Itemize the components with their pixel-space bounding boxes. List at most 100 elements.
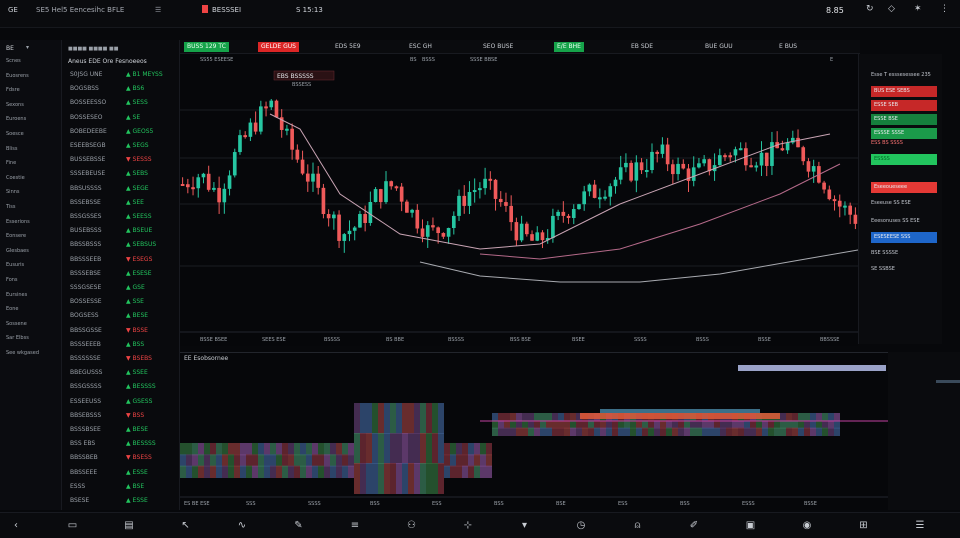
clock-icon[interactable]: ◷	[576, 520, 586, 531]
layers-icon[interactable]: ≡	[350, 520, 360, 531]
watchlist-row[interactable]: BOSSESEO ▲ SE	[66, 113, 178, 124]
watchlist-row[interactable]: ESEEBSEGB ▲ SEGS	[66, 141, 178, 152]
sidebar-item[interactable]: Soesce	[6, 131, 50, 139]
right-panel-entry[interactable]: ESESEESE SSS	[871, 232, 937, 243]
pen-icon[interactable]: ✐	[689, 520, 699, 531]
watchlist-row[interactable]: ESSS ▲ BSE	[66, 482, 178, 493]
crosshair-icon[interactable]: ⊹	[463, 520, 473, 531]
group-icon[interactable]: ⚇	[407, 520, 416, 531]
sidebar-item[interactable]: Eonsere	[6, 233, 50, 241]
watchlist-row[interactable]: SSSEBEUSE ▲ SEBS	[66, 169, 178, 180]
watchlist-row[interactable]: ESSEEUSS ▲ GSESS	[66, 397, 178, 408]
menu-icon[interactable]: ☰	[915, 520, 925, 531]
right-panel-entry[interactable]: ESSE SEB	[871, 100, 937, 111]
sidebar-item[interactable]: Fine	[6, 160, 50, 168]
watchlist-row[interactable]: BBSSBEB ▼ BSESS	[66, 453, 178, 464]
candlestick-chart-svg[interactable]: EBS BSSSSS BSSESS SS55 ESEESE BS BSSS SSSE BB…	[180, 54, 859, 346]
watchlist-row[interactable]: BBSSEEE ▲ ESSE	[66, 468, 178, 479]
watchlist-row[interactable]: BSSSEBSE ▲ ESESE	[66, 269, 178, 280]
menu-icon[interactable]: ☰	[155, 6, 162, 14]
right-panel-entry[interactable]: Eseeuse SS ESE	[871, 200, 937, 209]
watchlist-row[interactable]: BSS EBS ▲ BESSSS	[66, 439, 178, 450]
right-panel-entry[interactable]: SE SSBSE	[871, 266, 937, 275]
sidebar-item[interactable]: Sexons	[6, 102, 50, 110]
edit-icon[interactable]: ✎	[294, 520, 303, 531]
sidebar-item[interactable]: Euroens	[6, 116, 50, 124]
right-panel-entry[interactable]: ESSE BSE	[871, 114, 937, 125]
ticker-item[interactable]: EDS 5E9	[332, 42, 364, 52]
ticker-item[interactable]: GELDE GUS	[258, 42, 299, 52]
watchlist-row[interactable]: BSSSBSEE ▲ BESE	[66, 425, 178, 436]
sidebar-item[interactable]: Fons	[6, 277, 50, 285]
sun-icon[interactable]: ✶	[914, 4, 922, 14]
sidebar-item[interactable]: Euosrens	[6, 73, 50, 81]
watchlist-row[interactable]: BBSEBSSS ▼ BSS	[66, 411, 178, 422]
dropdown-icon[interactable]: ▾	[521, 520, 528, 531]
compass-icon[interactable]: ◇	[888, 4, 895, 14]
sidebar-item[interactable]: See wkgased	[6, 350, 50, 358]
sidebar-item[interactable]: Glesbaes	[6, 248, 50, 256]
watchlist-row[interactable]: BSESE ▲ ESSE	[66, 496, 178, 507]
back-icon[interactable]: ‹	[14, 520, 18, 531]
ticker-item[interactable]: BUSS 129 TC	[184, 42, 229, 52]
watchlist-row[interactable]: BSSSEEEB ▲ BSS	[66, 340, 178, 351]
sidebar-item[interactable]: Scnes	[6, 58, 50, 66]
sidebar-item[interactable]: Bliss	[6, 146, 50, 154]
right-panel-entry[interactable]: Eeesonuses SS ESE	[871, 218, 937, 227]
right-panel-entry[interactable]: ESSSS	[871, 154, 937, 165]
ticker-item[interactable]: ESC GH	[406, 42, 435, 52]
sidebar-item[interactable]: Eone	[6, 306, 50, 314]
watchlist-row[interactable]: BSSGSSES ▲ SEESS	[66, 212, 178, 223]
right-panel-entry[interactable]: BSE SSSSE	[871, 250, 937, 259]
right-panel-entry[interactable]: Eseeoueseee	[871, 182, 937, 193]
sidebar-item[interactable]: Tiss	[6, 204, 50, 212]
ticker-item[interactable]: E/E BHE	[554, 42, 584, 52]
watchlist-row[interactable]: BSSSSSSE ▼ BSEBS	[66, 354, 178, 365]
watchlist-row[interactable]: BBSSSEEB ▼ ESEGS	[66, 255, 178, 266]
sidebar-item[interactable]: Coestie	[6, 175, 50, 183]
ticker-item[interactable]: BUE GUU	[702, 42, 736, 52]
menu-text[interactable]: SE5 Hel5 Eencesihc BFLE	[36, 6, 125, 14]
heatmap-panel[interactable]: EE Esobsornee ES BE ESE SSS SSSS BSS ESS BSS B…	[180, 352, 888, 510]
watchlist-row[interactable]: SSSGSESE ▲ GSE	[66, 283, 178, 294]
watchlist-row[interactable]: BOGSESS ▲ BESE	[66, 311, 178, 322]
price-chart[interactable]: EBS BSSSSS BSSESS SS55 ESEESE BS BSSS SSSE BB…	[180, 54, 859, 346]
sidebar-item[interactable]: Eursines	[6, 292, 50, 300]
watchlist-row[interactable]: BBSSGSSE ▼ BSSE	[66, 326, 178, 337]
record-icon[interactable]: ◉	[802, 520, 812, 531]
right-panel-entry[interactable]: ESS BS SSSS	[871, 140, 937, 149]
bell-icon[interactable]: ⍝	[634, 520, 641, 531]
ticker-item[interactable]: SEO BUSE	[480, 42, 516, 52]
sidebar-item[interactable]: Fdsre	[6, 87, 50, 95]
chart-icon[interactable]: ▤	[124, 520, 134, 531]
watchlist-row[interactable]: BBEGUSSS ▲ SSEE	[66, 368, 178, 379]
wave-icon[interactable]: ∿	[237, 520, 247, 531]
watchlist-row[interactable]: BUSSEBSSE ▼ SESSS	[66, 155, 178, 166]
watchlist-row[interactable]: BBSUSSSS ▲ SEGE	[66, 184, 178, 195]
watchlist-row[interactable]: BOSSESSE ▲ SSE	[66, 297, 178, 308]
chevron-down-icon[interactable]: ▾	[26, 44, 30, 51]
right-panel-entry[interactable]: BUS ESE SEBS	[871, 86, 937, 97]
scroll-indicator[interactable]	[738, 365, 886, 371]
watchlist-row[interactable]: BOBEDEEBE ▲ GEOS5	[66, 127, 178, 138]
camera-icon[interactable]: ▣	[745, 520, 756, 531]
folder-icon[interactable]: ▭	[67, 520, 78, 531]
watchlist-row[interactable]: BOGSBSS ▲ BS6	[66, 84, 178, 95]
watchlist-row[interactable]: BOSSEESSO ▲ SESS	[66, 98, 178, 109]
watchlist-row[interactable]: BUSEBSSS ▲ BSEUE	[66, 226, 178, 237]
cart-icon[interactable]: ⊞	[859, 520, 868, 531]
right-panel-entry[interactable]: ESSSE SSSE	[871, 128, 937, 139]
ticker-item[interactable]: EB SDE	[628, 42, 656, 52]
sidebar-item[interactable]: Esserions	[6, 219, 50, 227]
pointer-icon[interactable]: ↖	[181, 520, 190, 531]
sidebar-item[interactable]: Sar Elbss	[6, 335, 50, 343]
sidebar-item[interactable]: Sossene	[6, 321, 50, 329]
watchlist-row[interactable]: BBSSBSSS ▲ SEBSUS	[66, 240, 178, 251]
watchlist-row[interactable]: BSSEBSSE ▲ SEE	[66, 198, 178, 209]
watchlist-row[interactable]: BSSGSSSS ▲ BESSSS	[66, 382, 178, 393]
ticker-item[interactable]: E BUS	[776, 42, 800, 52]
sidebar-item[interactable]: Sinns	[6, 189, 50, 197]
sidebar-item[interactable]: Eusuris	[6, 262, 50, 270]
watchlist-row[interactable]: S0JSG UNE ▲ B1 MEYSS	[66, 70, 178, 81]
more-icon[interactable]: ⋮	[940, 4, 949, 14]
